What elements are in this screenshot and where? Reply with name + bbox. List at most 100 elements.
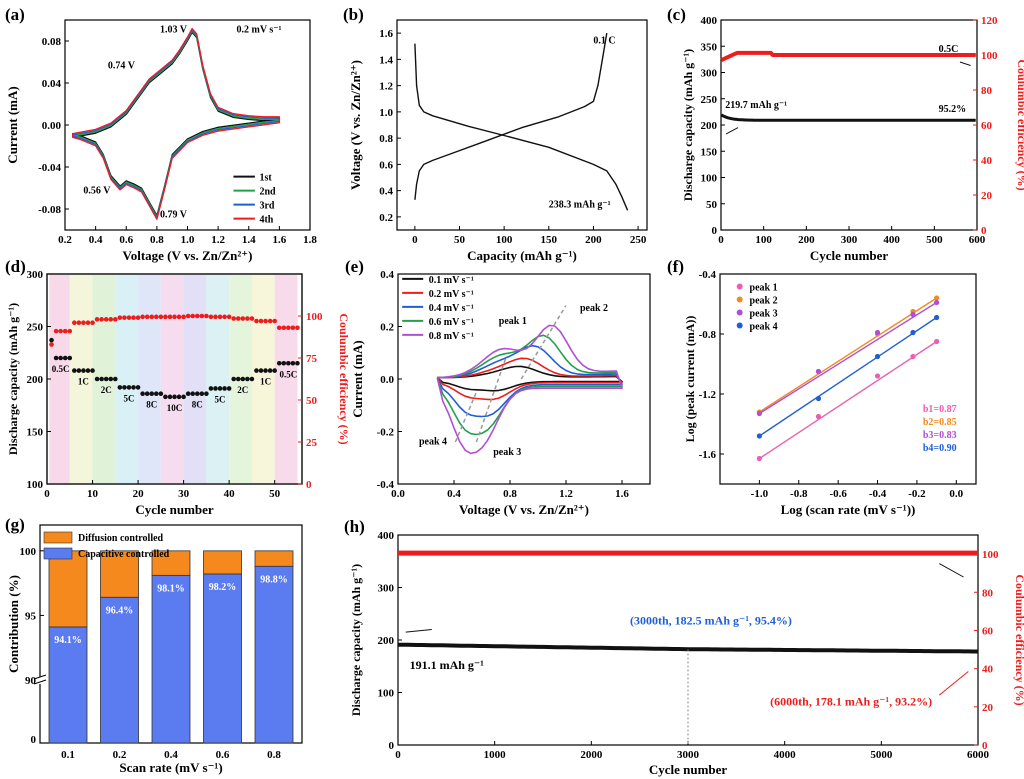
data-point [910, 329, 916, 336]
x-tick-label: 1.2 [559, 488, 573, 500]
y-tick-label: 300 [378, 583, 395, 595]
x-tick-label: 40 [224, 488, 236, 500]
efficiency-point [245, 316, 250, 321]
data-point [934, 299, 940, 306]
x-tick-label: 0.6 [119, 234, 133, 246]
efficiency-point [99, 317, 104, 322]
capacity-series [398, 642, 978, 654]
x-tick-label: 0.8 [503, 488, 517, 500]
fit-line [759, 316, 937, 437]
x-tick-label: 200 [798, 234, 815, 246]
x-tick-label: 0.8 [267, 749, 281, 761]
x-tick-label: 30 [178, 488, 190, 500]
bar-label: 98.8% [260, 574, 288, 585]
panel-f: (f) -1.0 -0.8 -0.6 -0.4 -0.2 0.0 -1.6 -1.2 -0.8 -0… [667, 257, 977, 517]
fit-label: b2=0.85 [923, 417, 957, 428]
efficiency-point [144, 314, 150, 320]
y-tick-label: 1.4 [379, 54, 393, 66]
y-tick-label: 80 [981, 85, 993, 97]
annotation: 219.7 mAh g⁻¹ [725, 100, 787, 111]
efficiency-point [53, 328, 59, 334]
x-tick-label: 0.4 [164, 749, 178, 761]
efficiency-point [249, 316, 255, 321]
bar-diffusion [48, 550, 88, 628]
capacity-point [76, 368, 82, 373]
capacity-point [245, 376, 250, 382]
data-point [910, 311, 916, 318]
y-tick-label: 0.2 [379, 212, 393, 224]
efficiency-point [113, 317, 118, 322]
x-tick-label: 4000 [774, 749, 797, 761]
y2-axis-label: Coulumbic efficiency (%) [1013, 574, 1024, 705]
peak-guide [475, 357, 507, 443]
x-tick-label: 0.2 [58, 234, 72, 246]
capacity-point [286, 360, 291, 366]
efficiency-point [204, 313, 209, 319]
x-tick-label: 400 [883, 234, 900, 246]
y-tick-label: 0 [306, 479, 312, 491]
capacity-point [249, 376, 255, 382]
y-tick-label: 120 [981, 15, 998, 27]
rate-label: 10C [167, 403, 183, 413]
x-tick-label: 50 [269, 488, 281, 500]
y-tick-label: 0 [31, 734, 37, 746]
annotation: 95.2% [939, 104, 967, 115]
x-tick-label: 1.2 [211, 234, 225, 246]
legend-item: Diffusion controlled [78, 533, 164, 544]
capacity-point [272, 368, 277, 373]
data-point [934, 314, 940, 321]
bar-label: 94.1% [54, 635, 82, 646]
efficiency-point [172, 314, 177, 320]
efficiency-point [258, 318, 264, 324]
plot-frame [396, 19, 648, 231]
discharge-curve [414, 43, 629, 211]
efficiency-point [185, 313, 191, 319]
efficiency-point [208, 314, 214, 320]
y-tick-label: -0.2 [377, 427, 395, 439]
efficiency-point [190, 313, 196, 319]
annotation: 0.2 mV s⁻¹ [237, 25, 282, 36]
x-tick-label: 100 [755, 234, 772, 246]
x-tick-label: 5000 [870, 749, 893, 761]
efficiency-point [153, 314, 159, 320]
peak-label: peak 3 [493, 447, 521, 458]
x-tick-label: -0.4 [869, 488, 887, 500]
rate-band [206, 275, 230, 483]
y-tick-label: 100 [982, 549, 999, 561]
efficiency-point [81, 320, 86, 326]
x-tick-label: 0 [718, 234, 724, 246]
efficiency-point [62, 328, 68, 334]
efficiency-point [286, 325, 291, 331]
efficiency-point [213, 314, 218, 320]
y-tick-label: 150 [701, 146, 718, 158]
data-point [815, 395, 822, 402]
efficiency-point [135, 315, 141, 320]
y-tick-label: 400 [701, 15, 718, 27]
efficiency-point [235, 316, 241, 321]
x-tick-label: -0.6 [829, 488, 847, 500]
legend-marker [736, 309, 743, 316]
y-tick-label: 200 [701, 120, 718, 132]
y-tick-label: 60 [982, 625, 994, 637]
y-tick-label: 350 [701, 41, 718, 53]
capacity-point [140, 391, 145, 397]
arrow [725, 127, 739, 135]
capacity-point [190, 391, 196, 397]
efficiency-point [295, 325, 300, 331]
peak-label: peak 4 [419, 437, 447, 448]
annotation: 238.3 mAh g⁻¹ [549, 200, 611, 211]
plot-frame [719, 273, 977, 485]
data-point [815, 368, 822, 375]
efficiency-point [263, 318, 268, 324]
legend-item: 0.6 mV s⁻¹ [429, 317, 474, 328]
capacity-point [208, 386, 214, 391]
capacity-point [126, 385, 132, 390]
data-point [934, 295, 940, 301]
legend-item: 0.8 mV s⁻¹ [429, 331, 474, 342]
rate-label: 0.5C [52, 364, 70, 374]
panel-d: (d) 0 10 20 30 40 50 100 150 200 250 300 0 25 50 75 100 C… [5, 257, 351, 517]
annotation: 191.1 mAh g⁻¹ [410, 658, 485, 672]
panel-h: (h)0 1000 2000 3000 4000 5000 6000010020030040… [344, 517, 1024, 777]
x-tick-label: 0.1 [61, 749, 75, 761]
